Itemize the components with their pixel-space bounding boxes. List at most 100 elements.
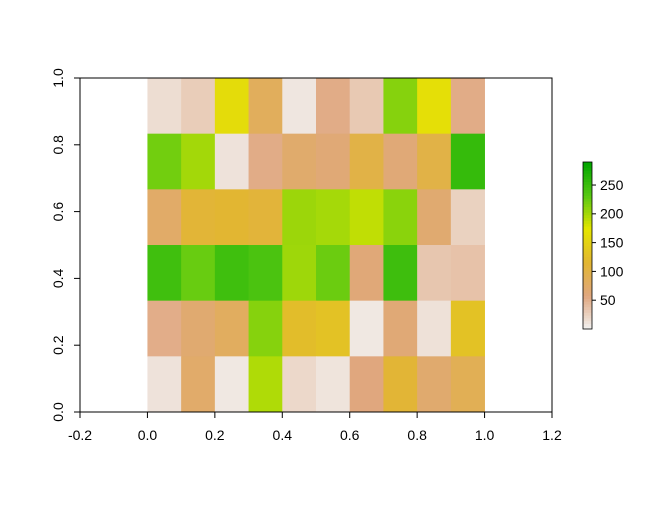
- colorbar-band: [583, 226, 592, 230]
- colorbar-tick-label: 50: [600, 292, 616, 308]
- x-tick-label: 0.8: [407, 427, 427, 443]
- colorbar-band: [583, 264, 592, 269]
- colorbar-band: [583, 262, 592, 266]
- colorbar-band: [583, 212, 592, 216]
- y-tick-label: 0.2: [50, 335, 66, 355]
- colorbar-band: [583, 167, 592, 171]
- heatmap-cells: [147, 78, 485, 413]
- heatmap-cell: [349, 300, 384, 357]
- colorbar-band: [583, 284, 592, 288]
- colorbar-band: [583, 309, 592, 313]
- colorbar-band: [583, 276, 592, 280]
- colorbar-band: [583, 287, 592, 291]
- heatmap-cell: [147, 245, 182, 302]
- heatmap-cell: [214, 133, 249, 190]
- heatmap-cell: [282, 133, 317, 190]
- heatmap-cell: [450, 78, 485, 135]
- x-tick-label: -0.2: [68, 427, 92, 443]
- heatmap-cell: [383, 133, 418, 190]
- colorbar-band: [583, 164, 592, 169]
- heatmap-cell: [316, 245, 351, 302]
- colorbar-band: [583, 270, 592, 274]
- colorbar-band: [583, 189, 592, 194]
- heatmap-cell: [147, 300, 182, 357]
- heatmap-cell: [282, 356, 317, 413]
- heatmap-cell: [248, 133, 283, 190]
- heatmap-cell: [181, 245, 216, 302]
- colorbar-band: [583, 209, 592, 213]
- heatmap-cell: [450, 189, 485, 246]
- colorbar-band: [583, 306, 592, 311]
- heatmap-cell: [349, 78, 384, 135]
- x-tick-label: 0.2: [205, 427, 225, 443]
- colorbar-band: [583, 173, 592, 177]
- x-tick-label: 0.4: [273, 427, 293, 443]
- heatmap-cell: [450, 300, 485, 357]
- heatmap-cell: [282, 300, 317, 357]
- heatmap-cell: [214, 245, 249, 302]
- y-tick-label: 0.6: [50, 202, 66, 222]
- heatmap-cell: [383, 189, 418, 246]
- colorbar-band: [583, 317, 592, 322]
- colorbar-band: [583, 267, 592, 272]
- colorbar-band: [583, 320, 592, 324]
- heatmap-cell: [417, 133, 452, 190]
- colorbar-band: [583, 295, 592, 299]
- y-axis: 0.0 0.2 0.4 0.6 0.8 1.0: [50, 68, 80, 422]
- heatmap-cell: [147, 133, 182, 190]
- heatmap-cell: [417, 78, 452, 135]
- heatmap-cell: [282, 245, 317, 302]
- colorbar-band: [583, 315, 592, 319]
- colorbar-band: [583, 298, 592, 302]
- heatmap-cell: [214, 78, 249, 135]
- heatmap-cell: [450, 356, 485, 413]
- heatmap-cell: [248, 78, 283, 135]
- colorbar-band: [583, 251, 592, 255]
- colorbar-band: [583, 301, 592, 305]
- colorbar-band: [583, 203, 592, 208]
- colorbar-band: [583, 198, 592, 202]
- colorbar-band: [583, 292, 592, 297]
- colorbar-tick-label: 200: [600, 206, 624, 222]
- colorbar-band: [583, 278, 592, 283]
- colorbar-tick-label: 100: [600, 263, 624, 279]
- heatmap-cell: [383, 78, 418, 135]
- heatmap-cell: [349, 356, 384, 413]
- x-tick-label: 0.6: [340, 427, 360, 443]
- heatmap-cell: [181, 300, 216, 357]
- heatmap-cell: [417, 356, 452, 413]
- colorbar-band: [583, 259, 592, 263]
- heatmap-cell: [181, 189, 216, 246]
- heatmap-cell: [316, 133, 351, 190]
- heatmap-cell: [417, 245, 452, 302]
- y-tick-label: 1.0: [50, 68, 66, 88]
- heatmap-cell: [383, 300, 418, 357]
- heatmap-cell: [417, 189, 452, 246]
- colorbar-band: [583, 326, 592, 330]
- colorbar-band: [583, 242, 592, 246]
- heatmap-cell: [316, 189, 351, 246]
- heatmap-cell: [181, 356, 216, 413]
- heatmap-cell: [383, 356, 418, 413]
- heatmap-cell: [450, 245, 485, 302]
- colorbar-band: [583, 200, 592, 205]
- heatmap-cell: [214, 300, 249, 357]
- colorbar-band: [583, 312, 592, 316]
- colorbar-band: [583, 256, 592, 260]
- colorbar-band: [583, 178, 592, 182]
- colorbar-band: [583, 175, 592, 180]
- colorbar-band: [583, 162, 592, 166]
- heatmap-cell: [383, 245, 418, 302]
- colorbar-band: [583, 253, 592, 258]
- y-tick-label: 0.0: [50, 402, 66, 422]
- heatmap-cell: [349, 189, 384, 246]
- heatmap-cell: [450, 133, 485, 190]
- heatmap-cell: [214, 356, 249, 413]
- colorbar-band: [583, 273, 592, 277]
- heatmap-cell: [248, 189, 283, 246]
- colorbar-band: [583, 245, 592, 249]
- colorbar-band: [583, 281, 592, 285]
- colorbar-band: [583, 195, 592, 199]
- colorbar-band: [583, 223, 592, 227]
